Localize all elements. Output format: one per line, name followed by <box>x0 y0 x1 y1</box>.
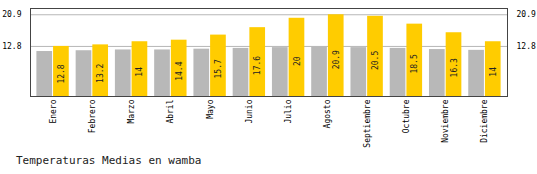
svg-text:14.4: 14.4 <box>175 61 184 80</box>
svg-text:Mayo: Mayo <box>206 99 215 118</box>
svg-text:14: 14 <box>135 67 144 77</box>
svg-text:12.8: 12.8 <box>2 42 21 51</box>
svg-text:20.9: 20.9 <box>2 10 21 19</box>
svg-text:20.5: 20.5 <box>371 51 380 70</box>
svg-text:Diciembre: Diciembre <box>480 99 489 143</box>
svg-text:13.2: 13.2 <box>96 63 105 82</box>
svg-text:Enero: Enero <box>49 99 58 123</box>
svg-text:17.6: 17.6 <box>253 56 262 75</box>
svg-text:20.9: 20.9 <box>332 50 341 69</box>
svg-text:12.8: 12.8 <box>517 42 536 51</box>
svg-text:Agosto: Agosto <box>323 99 332 128</box>
svg-text:Septiembre: Septiembre <box>363 99 372 147</box>
svg-text:Julio: Julio <box>284 99 293 123</box>
svg-text:18.5: 18.5 <box>410 54 419 73</box>
svg-text:Noviembre: Noviembre <box>441 99 450 143</box>
svg-text:15.7: 15.7 <box>214 59 223 78</box>
svg-text:12.8: 12.8 <box>57 64 66 83</box>
svg-text:Marzo: Marzo <box>127 99 136 123</box>
svg-text:Junio: Junio <box>245 99 254 123</box>
svg-text:Abril: Abril <box>166 99 175 123</box>
svg-text:20.9: 20.9 <box>517 10 536 19</box>
svg-text:20: 20 <box>293 56 302 66</box>
svg-text:Octubre: Octubre <box>402 99 411 133</box>
svg-text:14: 14 <box>489 67 498 77</box>
html-text:Temperaturas Medias en wamba: Temperaturas Medias en wamba <box>16 154 202 167</box>
svg-text:Febrero: Febrero <box>88 99 97 133</box>
svg-text:16.3: 16.3 <box>450 58 459 77</box>
